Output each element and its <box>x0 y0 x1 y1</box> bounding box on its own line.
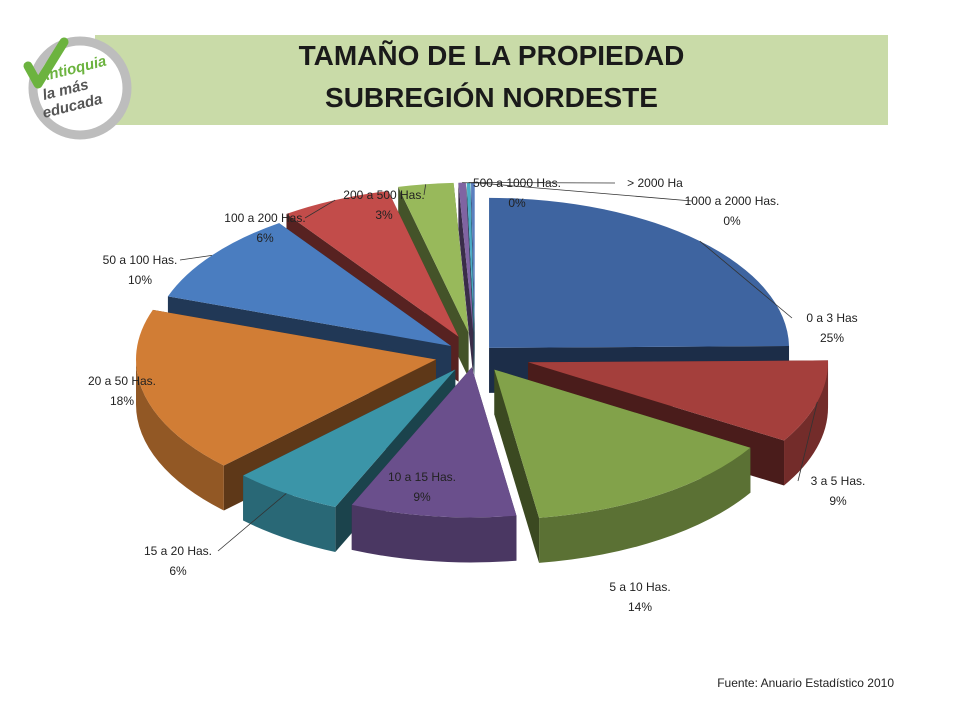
data-label-category-10-a-15-has: 10 a 15 Has. <box>388 470 456 484</box>
data-label-category-3-a-5-has: 3 a 5 Has. <box>811 474 866 488</box>
data-label-category-0-a-3-has: 0 a 3 Has <box>806 311 857 325</box>
leader-line-1000-a-2000-has <box>472 182 693 202</box>
data-label-value-5-a-10-has: 14% <box>628 600 652 614</box>
data-label-category-500-a-1000-has: 500 a 1000 Has. <box>473 176 561 190</box>
source-note: Fuente: Anuario Estadístico 2010 <box>717 676 894 690</box>
slice-top <box>243 369 456 507</box>
leader-lines <box>179 182 818 552</box>
data-label-value-200-a-500-has: 3% <box>375 208 393 222</box>
slice-outer-wall <box>539 447 751 563</box>
title-band <box>95 35 888 125</box>
data-label-value-0-a-3-has: 25% <box>820 331 844 345</box>
data-label-category-50-a-100-has: 50 a 100 Has. <box>103 253 178 267</box>
data-label-category-200-a-500-has: 200 a 500 Has. <box>343 188 424 202</box>
slice-500-a-1000-has <box>458 182 474 378</box>
data-label-value-100-a-200-has: 6% <box>256 231 274 245</box>
leader-line-15-a-20-has <box>217 493 287 552</box>
data-label-category-1000-a-2000-has: 1000 a 2000 Has. <box>685 194 780 208</box>
data-label-category-15-a-20-has: 15 a 20 Has. <box>144 544 212 558</box>
slice-top <box>167 223 452 346</box>
data-label-value-500-a-1000-has: 0% <box>508 196 526 210</box>
slice-top <box>494 369 751 518</box>
data-label-value-50-a-100-has: 10% <box>128 273 152 287</box>
slice-top <box>458 182 474 333</box>
slice-side-wall <box>458 182 474 378</box>
slice-outer-wall <box>351 504 517 563</box>
data-label-value-15-a-20-has: 6% <box>169 564 187 578</box>
slice-top <box>136 309 437 466</box>
slice-top <box>489 197 790 348</box>
slice-outer-wall <box>243 475 336 552</box>
data-label-value-3-a-5-has: 9% <box>829 494 847 508</box>
leader-line-3-a-5-has <box>797 401 818 482</box>
antioquia-logo: Antioquia la más educada <box>23 36 132 140</box>
data-label-value-10-a-15-has: 9% <box>413 490 431 504</box>
data-label-category-5-a-10-has: 5 a 10 Has. <box>609 580 670 594</box>
pie-slices <box>136 182 829 563</box>
slice-top <box>398 182 469 333</box>
data-label-category-2000-ha: > 2000 Ha <box>627 176 683 190</box>
slice-side-wall <box>494 369 540 563</box>
logo-ring <box>28 36 132 140</box>
data-label-value-1000-a-2000-has: 0% <box>723 214 741 228</box>
slice-top <box>286 190 459 337</box>
slice-10-a-15-has <box>351 367 517 563</box>
data-label-category-100-a-200-has: 100 a 200 Has. <box>224 211 305 225</box>
leader-line-100-a-200-has <box>304 199 336 219</box>
slice-top <box>470 182 475 333</box>
data-label-value-20-a-50-has: 18% <box>110 394 134 408</box>
data-label-category-20-a-50-has: 20 a 50 Has. <box>88 374 156 388</box>
chart-title-line1: TAMAÑO DE LA PROPIEDAD <box>298 40 685 71</box>
checkmark-icon <box>23 37 69 89</box>
data-labels: 0 a 3 Has 25% 3 a 5 Has. 9% 5 a 10 Has. 14% 10… <box>88 176 865 614</box>
slice-top <box>351 367 517 518</box>
slice-5-a-10-has <box>494 369 751 563</box>
slice-outer-wall <box>784 362 829 486</box>
leader-line-200-a-500-has <box>423 184 427 196</box>
slice-outer-wall <box>136 359 224 511</box>
chart-title-line2: SUBREGIÓN NORDESTE <box>325 82 658 113</box>
slice-top <box>466 182 475 333</box>
leader-line-0-a-3-has <box>699 240 793 319</box>
slice-top <box>528 360 829 441</box>
leader-line-50-a-100-has <box>179 254 213 261</box>
